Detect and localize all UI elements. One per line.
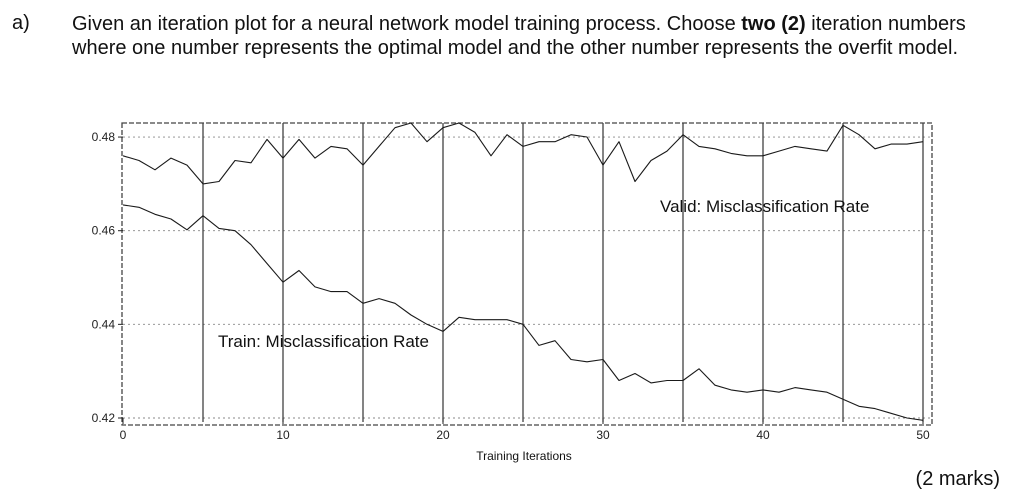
question-text-before: Given an iteration plot for a neural net…: [72, 13, 742, 35]
question-text-after: iteration numbers where one number repre…: [72, 13, 966, 59]
plot-frame: [121, 122, 933, 426]
grid-layer: [123, 123, 931, 422]
question-text-bold: two (2): [741, 13, 806, 35]
valid-series-line: [122, 122, 924, 185]
x-tick-label: 40: [756, 428, 770, 442]
x-tick-label: 50: [916, 428, 930, 442]
y-tick-label: 0.48: [92, 130, 116, 144]
x-axis-title: Training Iterations: [476, 449, 572, 463]
y-tick-label: 0.44: [92, 317, 116, 331]
question-label: a): [12, 12, 30, 34]
x-tick-label: 10: [276, 428, 290, 442]
x-tick-label: 0: [120, 428, 127, 442]
series-label-valid: Valid: Misclassification Rate: [660, 197, 869, 216]
tick-layer: 0 10 20 30 40 50 0.42 0.44 0.46 0.48: [92, 130, 930, 442]
series-label-train: Train: Misclassification Rate: [218, 332, 429, 351]
question-text: Given an iteration plot for a neural net…: [72, 12, 1012, 60]
x-tick-label: 30: [596, 428, 610, 442]
series-layer: [122, 122, 924, 421]
marks-label: (2 marks): [915, 468, 1000, 490]
x-tick-label: 20: [436, 428, 450, 442]
y-tick-label: 0.42: [92, 411, 116, 425]
train-series-line: [122, 204, 924, 421]
y-tick-label: 0.46: [92, 224, 116, 238]
